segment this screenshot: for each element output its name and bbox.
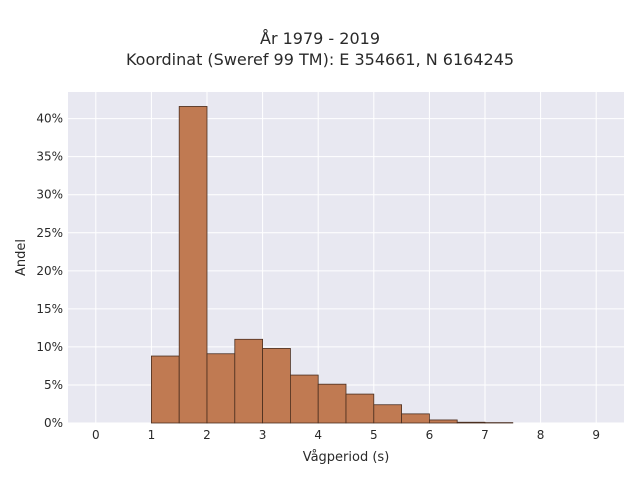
histogram-bar xyxy=(373,404,402,424)
x-tick-label: 8 xyxy=(537,428,545,442)
histogram-bar xyxy=(345,393,375,424)
histogram-bar xyxy=(206,353,236,424)
y-tick-label: 10% xyxy=(36,340,63,354)
x-tick-label: 0 xyxy=(92,428,100,442)
y-ticks: 0% 5% 10% 15% 20% 25% 30% 35% 40% xyxy=(36,112,63,430)
histogram-bar xyxy=(178,106,208,424)
histogram-bar xyxy=(428,419,458,424)
y-tick-label: 0% xyxy=(44,416,63,430)
histogram-bar xyxy=(401,413,430,424)
chart-title-line-2: Koordinat (Sweref 99 TM): E 354661, N 61… xyxy=(125,50,515,69)
histogram-bar xyxy=(317,383,347,424)
y-tick-label: 35% xyxy=(36,150,63,164)
y-tick-label: 40% xyxy=(36,112,63,126)
x-tick-label: 5 xyxy=(370,428,378,442)
y-tick-label: 20% xyxy=(36,264,63,278)
histogram-bar xyxy=(456,421,486,424)
y-tick-label: 30% xyxy=(36,188,63,202)
histogram-bar xyxy=(150,355,180,424)
x-tick-label: 2 xyxy=(203,428,211,442)
x-tick-label: 7 xyxy=(481,428,489,442)
x-ticks: 0 1 2 3 4 5 6 7 8 9 xyxy=(92,428,600,442)
x-axis-label: Vågperiod (s) xyxy=(303,450,390,465)
chart-title-line-1: År 1979 - 2019 xyxy=(260,29,380,48)
histogram-bar xyxy=(234,338,264,424)
x-tick-label: 1 xyxy=(148,428,156,442)
bars xyxy=(150,106,514,424)
histogram-bar xyxy=(262,348,291,424)
histogram-bar xyxy=(289,374,319,424)
x-tick-label: 9 xyxy=(592,428,600,442)
x-tick-label: 6 xyxy=(426,428,434,442)
x-tick-label: 4 xyxy=(314,428,322,442)
y-axis-label: Andel xyxy=(14,239,29,276)
y-tick-label: 5% xyxy=(44,378,63,392)
y-tick-label: 25% xyxy=(36,226,63,240)
x-tick-label: 3 xyxy=(259,428,267,442)
y-tick-label: 15% xyxy=(36,302,63,316)
